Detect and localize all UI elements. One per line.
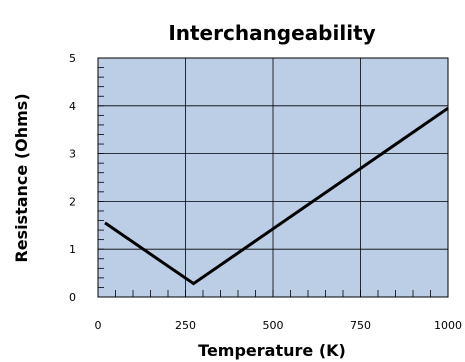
series-layer (104, 106, 449, 286)
x-tick-label: 500 (263, 319, 284, 332)
x-tick-label: 1000 (434, 319, 462, 332)
x-tick-label: 750 (350, 319, 371, 332)
y-tick-label: 2 (69, 195, 76, 208)
plot-frame (97, 57, 449, 298)
x-tick-label: 250 (175, 319, 196, 332)
y-tick-label: 4 (69, 100, 76, 113)
chart-title: Interchangeability (168, 21, 375, 45)
minor-ticks (97, 57, 449, 298)
y-tick-label: 3 (69, 148, 76, 161)
grid-lines (98, 58, 448, 297)
y-axis-label: Resistance (Ohms) (12, 93, 31, 262)
y-tick-label: 1 (69, 243, 76, 256)
x-tick-label: 0 (95, 319, 102, 332)
y-tick-label: 5 (69, 52, 76, 65)
x-axis-label: Temperature (K) (198, 341, 346, 360)
y-tick-label: 0 (69, 291, 76, 304)
tick-labels: 0 250 500 750 1000 0 1 2 3 4 5 (69, 52, 462, 332)
series-line (104, 106, 449, 286)
